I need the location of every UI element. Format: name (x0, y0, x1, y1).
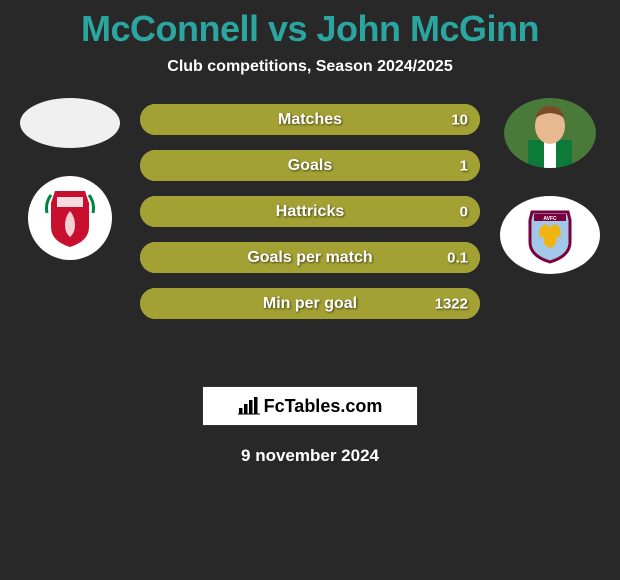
fctables-logo[interactable]: FcTables.com (202, 386, 418, 426)
stat-label: Hattricks (276, 203, 344, 221)
player1-name: McConnell (81, 8, 259, 49)
player2-club-badge: AVFC (500, 196, 600, 274)
fctables-logo-text: FcTables.com (264, 396, 383, 417)
left-player-column (10, 98, 130, 260)
stat-fill-left (140, 150, 157, 181)
stat-value-right: 1 (460, 157, 468, 174)
stat-bars: Matches 10 Goals 1 Hattricks 0 Goals per match… (140, 104, 480, 319)
stat-fill-left (140, 242, 157, 273)
stat-value-right: 0.1 (447, 249, 468, 266)
stat-row: Min per goal 1322 (140, 288, 480, 319)
stat-value-right: 10 (451, 111, 468, 128)
snapshot-date: 9 november 2024 (0, 446, 620, 466)
stat-row: Hattricks 0 (140, 196, 480, 227)
stat-value-right: 0 (460, 203, 468, 220)
player1-avatar (20, 98, 120, 148)
stat-label: Min per goal (263, 295, 357, 313)
stat-fill-left (140, 196, 157, 227)
stat-row: Goals 1 (140, 150, 480, 181)
stat-label: Goals per match (247, 249, 372, 267)
svg-text:AVFC: AVFC (543, 216, 557, 222)
stat-fill-left (140, 288, 157, 319)
bar-chart-icon (238, 397, 260, 415)
stat-row: Matches 10 (140, 104, 480, 135)
stat-fill-left (140, 104, 157, 135)
comparison-title: McConnell vs John McGinn (0, 0, 620, 50)
stat-value-right: 1322 (435, 295, 468, 312)
player2-avatar (504, 98, 596, 168)
player2-name: John McGinn (317, 8, 540, 49)
right-player-column: AVFC (490, 98, 610, 274)
stat-row: Goals per match 0.1 (140, 242, 480, 273)
liverpool-crest-icon (35, 183, 105, 253)
stat-label: Matches (278, 111, 342, 129)
comparison-panel: AVFC Matches 10 Goals 1 Hattricks 0 Goals per … (0, 104, 620, 364)
aston-villa-crest-icon: AVFC (512, 202, 588, 268)
vs-text: vs (258, 8, 316, 49)
player1-club-badge (28, 176, 112, 260)
player2-portrait-icon (504, 98, 596, 168)
subtitle: Club competitions, Season 2024/2025 (0, 58, 620, 76)
stat-label: Goals (288, 157, 332, 175)
